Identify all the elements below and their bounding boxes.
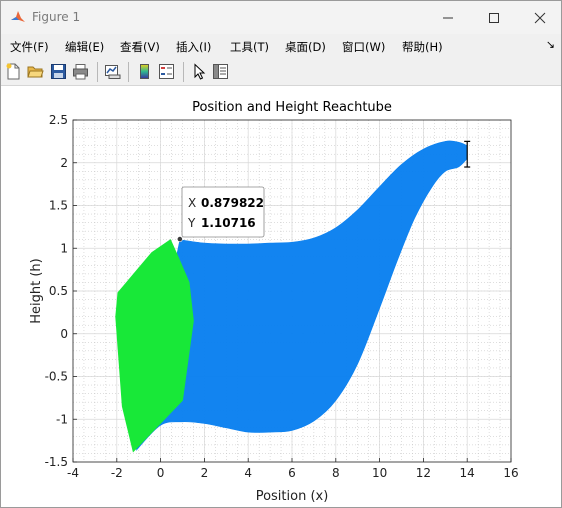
datatip-y-label: Y [187,216,196,230]
save-icon[interactable] [50,63,67,80]
y-tick-label: 2.5 [49,113,68,127]
y-tick-label: -1.5 [45,455,68,469]
toolbar-separator [128,62,129,82]
x-tick-label: 16 [503,466,518,480]
datatip-marker[interactable] [176,236,183,242]
x-tick-label: 10 [372,466,387,480]
x-tick-label: 2 [201,466,209,480]
toolbar [1,58,561,86]
menu-help[interactable]: 帮助(H) [402,40,443,54]
menu-edit[interactable]: 编辑(E) [65,40,105,54]
minimize-button[interactable] [425,1,471,34]
toolbar-separator [183,62,184,82]
close-button[interactable] [517,1,561,34]
datatip-x-value: 0.879822 [201,196,264,210]
x-tick-label: 6 [288,466,296,480]
property-inspector-icon[interactable] [212,63,229,80]
menu-window[interactable]: 窗口(W) [342,40,386,54]
x-tick-label: 12 [416,466,431,480]
y-tick-label: 1.5 [49,199,68,213]
menu-insert[interactable]: 插入(I) [176,40,212,54]
window-title: Figure 1 [32,10,81,24]
x-tick-label: 14 [460,466,475,480]
menu-file[interactable]: 文件(F) [10,40,49,54]
pointer-icon[interactable] [190,63,207,80]
link-plot-icon[interactable] [104,63,121,80]
legend-icon[interactable] [158,63,175,80]
maximize-button[interactable] [471,1,517,34]
close-icon [534,12,546,24]
reachtube-area[interactable] [135,140,468,451]
menu-desktop[interactable]: 桌面(D) [285,40,326,54]
matlab-logo-icon [11,11,25,22]
x-tick-label: 8 [332,466,340,480]
datatip-x-label: X [188,196,196,210]
open-folder-icon[interactable] [27,63,44,80]
new-figure-icon[interactable] [5,63,22,80]
datatip-box[interactable] [181,186,265,238]
axes-plot[interactable]: -4 -2 0 2 4 6 8 10 12 14 16-1.5-1-0.500.511.522.5 … [1,86,561,507]
y-tick-label: 0 [60,327,68,341]
colorbar-icon[interactable] [136,63,153,80]
minimize-icon [443,17,453,19]
x-axis-label: Position (x) [256,489,329,504]
title-bar[interactable]: Figure 1 [1,1,561,34]
y-tick-label: 2 [60,156,68,170]
y-tick-label: -0.5 [45,370,68,384]
datatip-y-value: 1.10716 [201,216,256,230]
y-tick-label: -1 [56,412,68,426]
x-tick-label: -2 [111,466,123,480]
print-icon[interactable] [72,63,89,80]
figure-canvas[interactable]: -4 -2 0 2 4 6 8 10 12 14 16 -1.5 -1 -0.5 0 0.5 1 1.5 2 2.5 … [1,86,561,507]
initial-set-polygon[interactable] [115,239,194,453]
x-tick-label: -4 [67,466,79,480]
y-tick-label: 0.5 [49,284,68,298]
menu-bar: 文件(F) 编辑(E) 查看(V) 插入(I) 工具(T) 桌面(D) 窗口(W… [1,34,561,58]
y-axis-label: Height (h) [29,258,44,324]
y-tick-label: 1 [60,241,68,255]
chart-title: Position and Height Reachtube [192,100,392,115]
x-tick-label: 0 [157,466,165,480]
x-tick-label: 4 [244,466,252,480]
maximize-icon [489,13,499,23]
menu-tools[interactable]: 工具(T) [230,40,269,54]
menu-view[interactable]: 查看(V) [120,40,160,54]
dock-arrow-icon[interactable]: ↘ [545,38,555,51]
toolbar-separator [97,62,98,82]
